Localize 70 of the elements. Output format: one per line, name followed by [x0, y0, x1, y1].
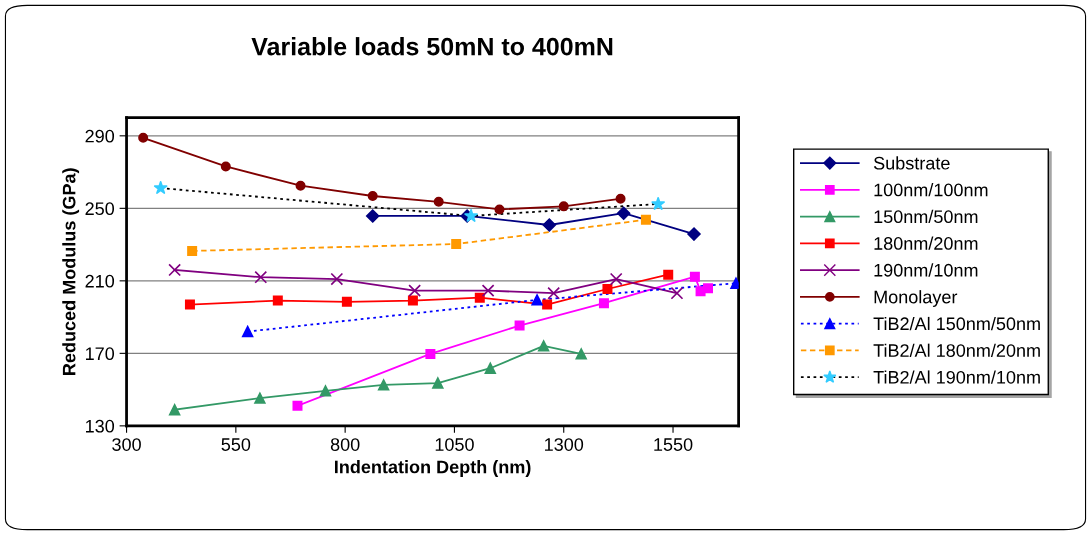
x-tick-label: 1050: [435, 438, 474, 451]
x-tick-label: 1550: [654, 438, 693, 451]
point: [184, 299, 195, 310]
chart-title: Variable loads 50mN to 400mN: [251, 37, 613, 56]
point: [319, 385, 332, 397]
point: [425, 348, 436, 359]
point: [168, 263, 182, 277]
legend-label: TiB2/Al 180nm/20nm: [873, 343, 1040, 357]
y-tick-label: 250: [85, 202, 115, 216]
point: [451, 239, 462, 250]
point: [598, 298, 609, 309]
y-tick-label: 290: [85, 129, 115, 143]
legend-label: 180nm/20nm: [874, 236, 978, 250]
legend-label: 100nm/100nm: [874, 183, 988, 197]
x-tick-label: 300: [112, 438, 141, 451]
point: [615, 193, 626, 204]
point: [514, 320, 525, 331]
point: [670, 286, 684, 300]
y-axis-title: Reduced Modulus (GPa): [62, 168, 80, 375]
point: [687, 227, 701, 241]
point: [168, 404, 181, 416]
point: [138, 132, 149, 143]
point: [542, 218, 557, 232]
point: [341, 296, 352, 307]
point: [547, 286, 561, 300]
point: [365, 209, 380, 223]
point: [616, 206, 631, 220]
point: [272, 295, 283, 306]
point: [292, 400, 303, 411]
point: [408, 284, 422, 298]
point: [484, 362, 496, 374]
point: [640, 214, 651, 225]
point: [481, 284, 495, 298]
legend-label: 150nm/50nm: [874, 209, 978, 224]
point: [295, 180, 306, 191]
point: [531, 294, 543, 306]
legend-label: Substrate: [873, 156, 950, 170]
point: [558, 201, 569, 212]
point: [220, 161, 231, 172]
point: [241, 325, 254, 338]
point: [703, 283, 714, 294]
point: [254, 270, 268, 284]
y-tick-label: 130: [86, 419, 115, 433]
y-tick-label: 210: [85, 274, 115, 288]
point: [494, 204, 505, 215]
point: [609, 272, 623, 286]
y-tick-label: 170: [86, 347, 115, 361]
point: [407, 295, 418, 306]
point: [254, 392, 266, 404]
point: [367, 191, 378, 202]
point: [602, 283, 613, 295]
x-tick-label: 1300: [545, 438, 584, 451]
point: [542, 299, 553, 310]
point: [187, 245, 198, 256]
point: [474, 292, 485, 303]
legend-label: Monolayer: [874, 290, 958, 307]
legend-label: TiB2/Al 190nm/10nm: [873, 370, 1040, 384]
point: [689, 271, 700, 282]
legend-label: TiB2/Al 150nm/50nm: [873, 316, 1040, 331]
point: [330, 272, 344, 286]
point: [377, 379, 390, 391]
legend-label: 190nm/10nm: [874, 263, 978, 277]
point: [537, 340, 550, 352]
point: [432, 377, 444, 389]
point: [663, 269, 674, 280]
point: [575, 348, 587, 360]
x-axis-title: Indentation Depth (nm): [335, 460, 531, 477]
point: [433, 196, 444, 207]
x-tick-label: 550: [221, 438, 251, 451]
x-tick-label: 800: [330, 438, 360, 451]
